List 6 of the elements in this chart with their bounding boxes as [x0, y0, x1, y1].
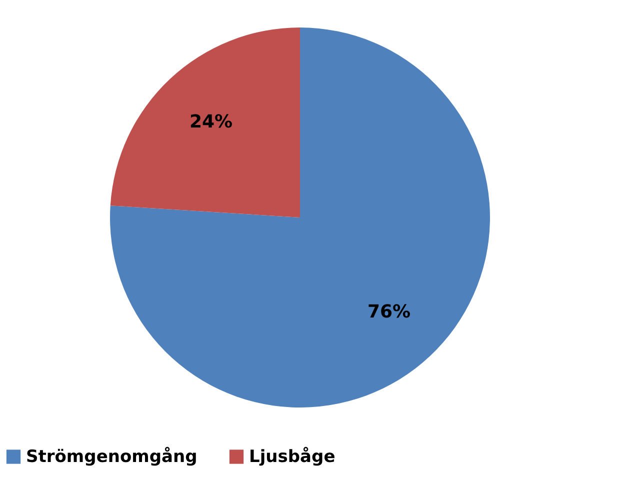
data-label: 76% [367, 301, 411, 322]
legend-label: Strömgenomgång [26, 446, 198, 467]
legend-label: Ljusbåge [249, 446, 336, 467]
pie-slice [110, 28, 490, 408]
data-label: 24% [189, 112, 233, 133]
pie-slice [110, 28, 300, 218]
